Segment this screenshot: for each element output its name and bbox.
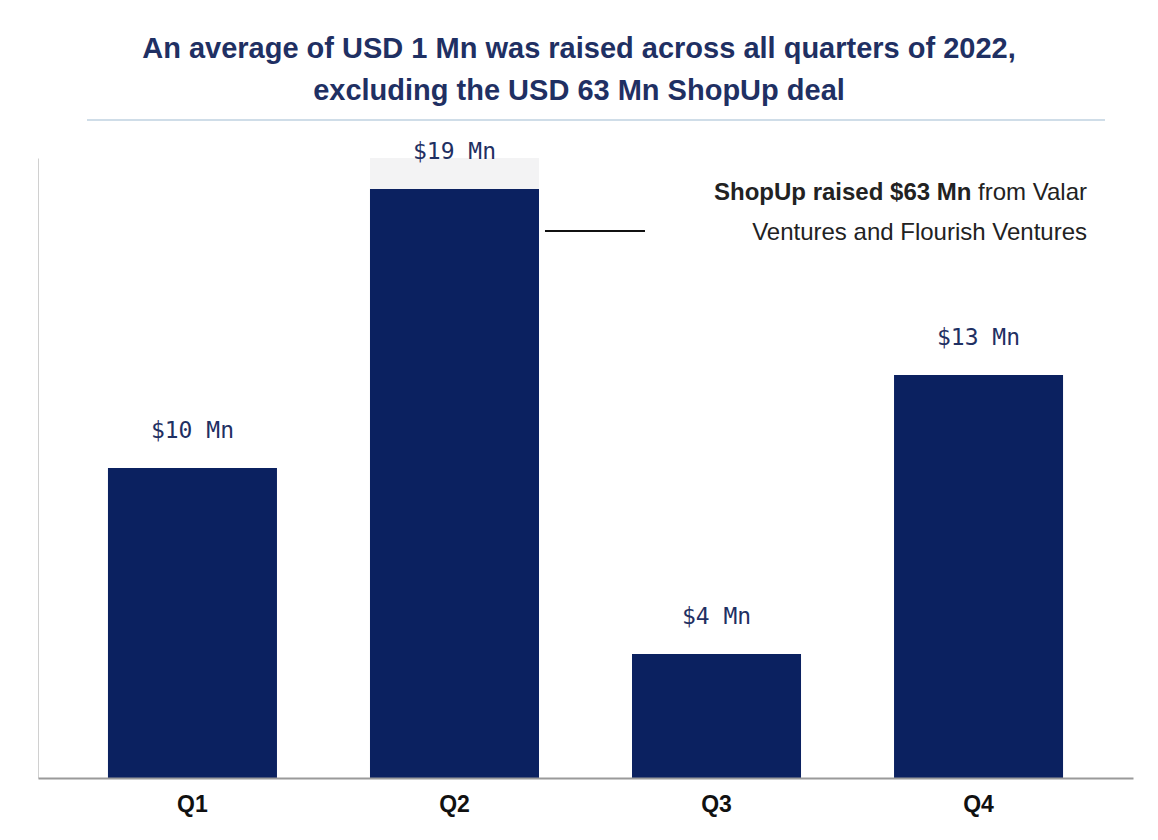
data-label: $4 Mn [682, 603, 751, 629]
y-axis-line [38, 159, 39, 779]
chart: An average of USD 1 Mn was raised across… [0, 0, 1158, 840]
bars [108, 189, 1063, 778]
bar [370, 189, 539, 778]
title: An average of USD 1 Mn was raised across… [142, 32, 1016, 106]
x-axis-line [39, 778, 1134, 780]
x-tick: Q1 [177, 778, 208, 817]
x-tick-label: Q2 [439, 791, 470, 817]
x-tick-label: Q1 [177, 791, 208, 817]
title-line: An average of USD 1 Mn was raised across… [142, 32, 1016, 64]
data-label: $13 Mn [937, 324, 1020, 350]
x-axis: Q1 Q2 Q3 Q4 [39, 778, 1134, 817]
highlight-band [370, 158, 539, 778]
x-tick: Q4 [963, 778, 994, 817]
bar [108, 468, 277, 778]
bar [632, 654, 801, 778]
annotation-text: Ventures and Flourish Ventures [752, 218, 1087, 245]
y-axis [38, 159, 39, 779]
annotation-text: from Valar [971, 178, 1087, 205]
title-divider [87, 119, 1105, 121]
title-line: excluding the USD 63 Mn ShopUp deal [313, 74, 845, 106]
x-tick: Q2 [439, 778, 470, 817]
bar [894, 375, 1063, 778]
x-tick-label: Q4 [963, 791, 994, 817]
x-tick-label: Q3 [701, 791, 732, 817]
data-labels: $10 Mn $19 Mn $4 Mn $13 Mn [151, 138, 1020, 629]
annotation-leader [545, 230, 645, 232]
data-label: $19 Mn [413, 138, 496, 164]
annotation-line: ShopUp raised $63 Mn from Valar [714, 178, 1087, 205]
annotation: ShopUp raised $63 Mn from Valar Ventures … [545, 178, 1087, 245]
x-tick: Q3 [701, 778, 732, 817]
data-label: $10 Mn [151, 417, 234, 443]
annotation-bold: ShopUp raised $63 Mn [714, 178, 971, 205]
